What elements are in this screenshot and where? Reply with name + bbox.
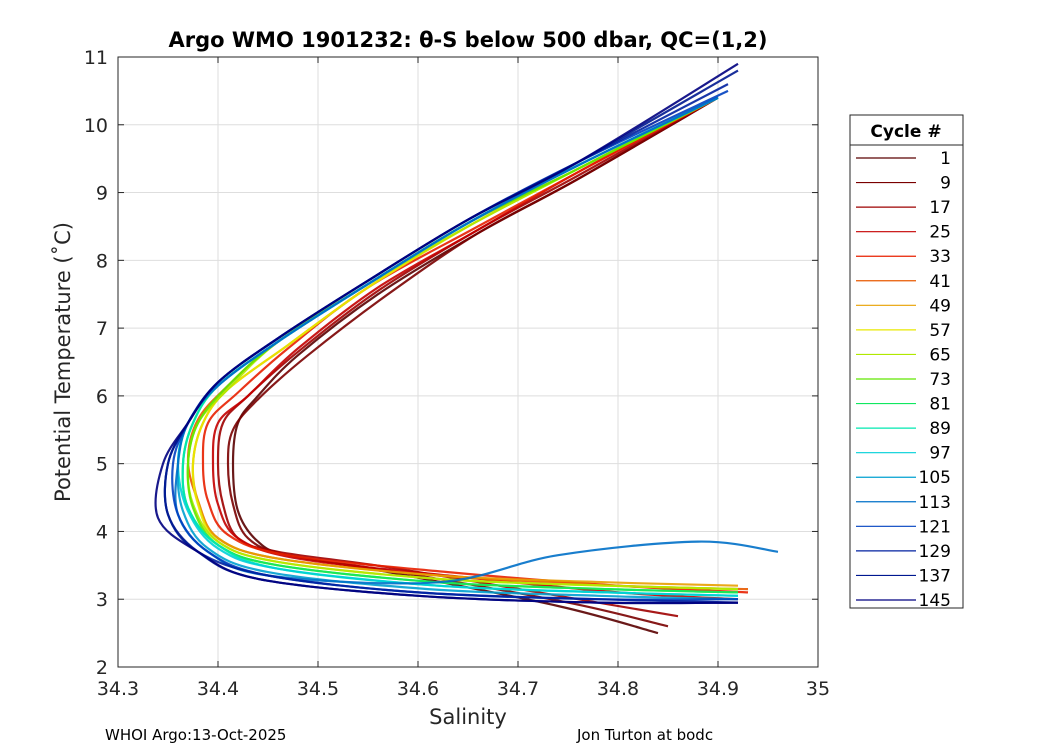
x-tick-label: 34.8 [597, 678, 639, 700]
chart-title: Argo WMO 1901232: θ-S below 500 dbar, QC… [169, 28, 768, 52]
plot-frame [117, 56, 819, 668]
y-tick-label: 5 [96, 454, 108, 476]
legend-entry-label: 65 [929, 345, 951, 365]
y-tick-label: 7 [96, 318, 108, 340]
x-axis-ticks: 34.3 34.4 34.5 34.6 34.7 34.8 34.9 35 [97, 57, 830, 700]
legend-entry-label: 97 [929, 444, 951, 464]
legend-entry-label: 121 [919, 517, 951, 537]
legend-entry-label: 89 [929, 419, 951, 439]
x-tick-label: 35 [806, 678, 830, 700]
legend-entry-label: 137 [919, 566, 951, 586]
series-line-cycle-33 [201, 96, 749, 594]
legend-entry-label: 17 [929, 198, 951, 218]
legend-entry-label: 49 [929, 296, 951, 316]
footer-source: WHOI Argo:13-Oct-2025 [105, 726, 287, 744]
y-tick-label: 9 [96, 183, 108, 205]
legend-entry-label: 73 [929, 370, 951, 390]
plot-area [118, 57, 818, 667]
legend-entry-label: 33 [929, 247, 951, 267]
y-tick-label: 3 [96, 589, 108, 611]
legend-entry-label: 105 [919, 468, 951, 488]
y-axis-title: Potential Temperature (˚C) [51, 222, 75, 502]
legend-entry-label: 9 [940, 174, 951, 194]
y-tick-label: 11 [84, 47, 108, 69]
x-tick-label: 34.5 [297, 678, 339, 700]
y-tick-label: 2 [96, 657, 108, 679]
legend-entry-label: 81 [929, 395, 951, 415]
legend-entry-label: 145 [919, 591, 951, 611]
x-tick-label: 34.3 [97, 678, 139, 700]
legend-entry-label: 129 [919, 542, 951, 562]
y-tick-label: 4 [96, 521, 108, 543]
legend-title: Cycle # [870, 122, 941, 142]
footer-credit: Jon Turton at bodc [577, 726, 714, 744]
legend-entry-label: 25 [929, 223, 951, 243]
x-tick-label: 34.4 [197, 678, 239, 700]
x-tick-label: 34.9 [697, 678, 739, 700]
series-line-cycle-9 [226, 96, 719, 628]
legend-entries: 1 9 17 25 33 41 49 57 65 73 81 89 97 105 113 121 129 137 1… [856, 149, 951, 611]
x-tick-label: 34.6 [397, 678, 439, 700]
x-axis-title: Salinity [429, 705, 507, 729]
series-layer [154, 62, 779, 635]
series-line-cycle-113 [174, 96, 779, 585]
y-axis-ticks: 2 3 4 5 6 7 8 9 10 11 [84, 47, 818, 679]
legend: Cycle # 1 9 17 25 33 41 49 57 65 73 81 89 97 105 113 12… [849, 114, 964, 611]
x-tick-label: 34.7 [497, 678, 539, 700]
legend-entry-label: 113 [919, 493, 951, 513]
legend-entry-label: 1 [940, 149, 951, 169]
legend-entry-label: 41 [929, 272, 951, 292]
legend-entry-label: 57 [929, 321, 951, 341]
y-tick-label: 6 [96, 386, 108, 408]
y-tick-label: 10 [84, 115, 108, 137]
series-line-cycle-145 [154, 62, 739, 605]
y-tick-label: 8 [96, 250, 108, 272]
